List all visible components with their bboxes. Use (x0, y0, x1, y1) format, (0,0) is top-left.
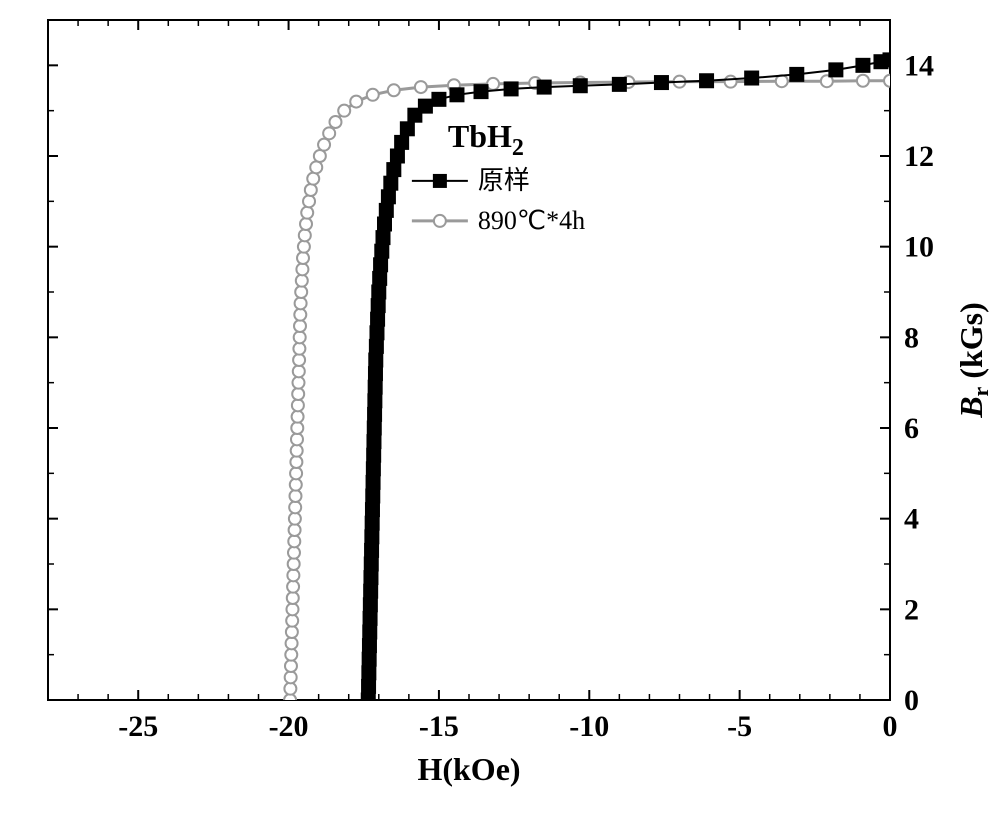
x-tick-label: -10 (569, 710, 609, 743)
y-tick-label: 0 (904, 684, 919, 717)
x-tick-label: -5 (727, 710, 752, 743)
y-tick-label: 12 (904, 140, 934, 173)
x-tick-label: -25 (118, 710, 158, 743)
demagnetization-chart: -25 -20 -15 -10 -5 00 2 4 6 8 10 12 14 H(kOe) Br (kGs)… (0, 0, 1000, 816)
y-tick-label: 6 (904, 412, 919, 445)
x-tick-label: 0 (883, 710, 898, 743)
legend-item: 原样 (478, 166, 530, 195)
x-axis-label: H(kOe) (417, 751, 520, 787)
y-tick-label: 4 (904, 503, 919, 536)
y-tick-label: 8 (904, 321, 919, 354)
x-tick-label: -15 (419, 710, 459, 743)
legend-item: 890℃*4h (478, 206, 585, 235)
y-tick-label: 2 (904, 593, 919, 626)
y-tick-label: 14 (904, 49, 934, 82)
y-tick-label: 10 (904, 231, 934, 264)
y-axis-label: Br (kGs) (953, 302, 993, 419)
x-tick-label: -20 (269, 710, 309, 743)
chart-svg: -25 -20 -15 -10 -5 00 2 4 6 8 10 12 14 H(kOe) Br (kGs)… (0, 0, 1000, 816)
